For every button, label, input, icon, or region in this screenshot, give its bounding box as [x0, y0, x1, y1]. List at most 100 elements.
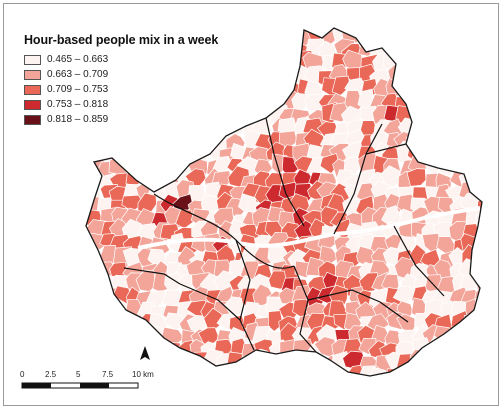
- district-cell: [269, 353, 292, 376]
- district-cell: [217, 78, 236, 99]
- district-cell: [86, 233, 92, 252]
- legend-swatch: [24, 114, 41, 125]
- district-cell: [309, 355, 329, 376]
- district-cell: [86, 277, 97, 295]
- district-cell: [439, 352, 460, 372]
- district-cell: [241, 28, 264, 36]
- district-cell: [393, 367, 416, 376]
- district-cell: [243, 41, 264, 62]
- scale-label: 2.5: [45, 370, 57, 379]
- district-cell: [265, 28, 285, 48]
- district-cell: [425, 54, 445, 73]
- district-cell: [212, 28, 236, 33]
- district-cell: [86, 271, 104, 294]
- district-cell: [202, 28, 223, 33]
- legend-swatch: [24, 69, 41, 80]
- district-cell: [408, 368, 428, 376]
- district-cell: [422, 129, 443, 151]
- district-cell: [406, 168, 427, 187]
- district-cell: [405, 129, 432, 151]
- district-cell: [239, 53, 260, 74]
- district-cell: [268, 270, 288, 290]
- district-cell: [172, 28, 196, 35]
- district-cell: [175, 364, 198, 376]
- district-cell: [445, 144, 469, 167]
- district-cell: [86, 364, 92, 376]
- district-cell: [464, 90, 482, 113]
- district-cell: [475, 351, 482, 372]
- district-cell: [330, 367, 354, 376]
- district-cell: [122, 28, 143, 35]
- district-cell: [474, 336, 482, 358]
- map-legend: Hour-based people mix in a week 0.465 – …: [24, 33, 218, 127]
- district-cell: [398, 66, 420, 89]
- district-cell: [409, 28, 432, 35]
- district-cell: [227, 50, 251, 73]
- district-cell: [425, 143, 444, 163]
- district-cell: [447, 131, 470, 150]
- scale-label: 5: [76, 370, 81, 379]
- district-cell: [266, 77, 286, 100]
- scale-segment: [80, 383, 109, 388]
- district-cell: [86, 249, 89, 269]
- district-cell: [435, 64, 460, 90]
- district-cell: [432, 28, 453, 49]
- legend-label: 0.818 – 0.859: [47, 114, 109, 125]
- district-cell: [386, 28, 406, 34]
- district-cell: [473, 145, 482, 165]
- district-cell: [95, 348, 118, 369]
- district-cell: [137, 28, 159, 35]
- legend-title: Hour-based people mix in a week: [24, 33, 219, 47]
- district-cell: [86, 340, 92, 361]
- district-cell: [110, 327, 135, 349]
- district-cell: [463, 147, 482, 167]
- district-cell: [449, 118, 470, 139]
- district-cell: [424, 28, 444, 38]
- district-cell: [465, 50, 482, 70]
- district-cell: [250, 68, 271, 87]
- district-boundaries: [123, 117, 445, 353]
- district-cell: [464, 329, 482, 350]
- district-cell: [460, 28, 482, 45]
- legend-label: 0.709 – 0.753: [47, 84, 109, 95]
- district-cell: [86, 257, 98, 279]
- district-cell: [478, 68, 482, 91]
- district-cell: [475, 261, 482, 279]
- district-cell: [244, 89, 263, 112]
- district-cell: [475, 367, 482, 376]
- district-cell: [458, 131, 481, 150]
- scale-segment: [22, 383, 51, 388]
- district-cell: [425, 354, 449, 375]
- district-cell: [462, 349, 480, 372]
- district-cell: [407, 43, 430, 64]
- district-cell: [86, 350, 93, 370]
- district-cell: [421, 115, 441, 138]
- district-cell: [241, 102, 261, 123]
- district-cell: [173, 129, 194, 151]
- district-cell: [436, 104, 459, 127]
- district-cell: [290, 351, 313, 371]
- legend-item: 0.818 – 0.859: [24, 112, 218, 127]
- district-cell: [243, 28, 264, 45]
- district-cell: [106, 28, 128, 32]
- district-cell: [86, 314, 91, 335]
- district-cell: [473, 286, 482, 306]
- district-cell: [167, 363, 185, 376]
- district-cell: [431, 147, 456, 168]
- district-cell: [226, 351, 246, 370]
- district-cell: [133, 326, 155, 350]
- district-cell: [149, 130, 171, 154]
- legend-swatch: [24, 54, 41, 65]
- district-cell: [479, 311, 482, 332]
- district-cell: [395, 38, 417, 58]
- district-cell: [114, 364, 134, 376]
- district-cell: [191, 132, 211, 154]
- district-cell: [472, 247, 482, 265]
- district-cell: [111, 129, 133, 153]
- district-cell: [278, 40, 300, 59]
- district-cell: [452, 38, 475, 59]
- district-cell: [151, 145, 175, 165]
- district-cell: [380, 165, 402, 188]
- north-arrow-icon: [140, 346, 150, 360]
- district-cell: [109, 310, 130, 334]
